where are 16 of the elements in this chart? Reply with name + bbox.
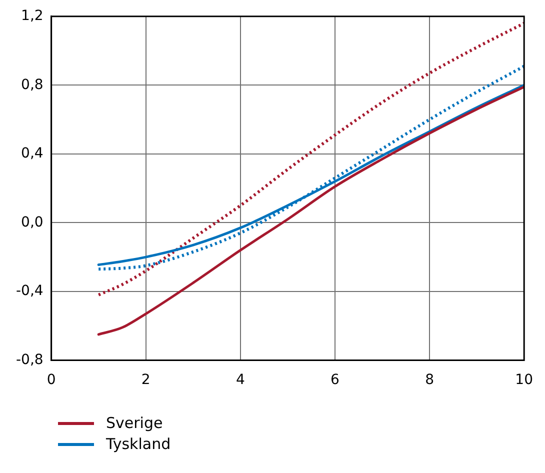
legend-label: Tyskland [106,434,171,455]
line-series [97,22,524,296]
y-tick-label: 0,0 [21,214,44,230]
y-tick-label: -0,4 [16,283,44,300]
y-tick-label: 0,4 [21,146,44,162]
y-tick-label: -0,8 [16,352,44,368]
x-tick-label: 0 [46,372,56,388]
y-tick-label: 1,2 [21,8,44,24]
legend-label: Sverige [106,413,163,434]
x-tick-label: 2 [141,372,150,388]
x-tick-label: 6 [330,372,340,388]
x-tick-label: 4 [236,372,245,388]
x-tick-label: 8 [425,372,434,388]
x-tick-label: 10 [515,372,534,388]
y-tick-label: 0,8 [21,76,44,93]
line-series [97,86,524,336]
